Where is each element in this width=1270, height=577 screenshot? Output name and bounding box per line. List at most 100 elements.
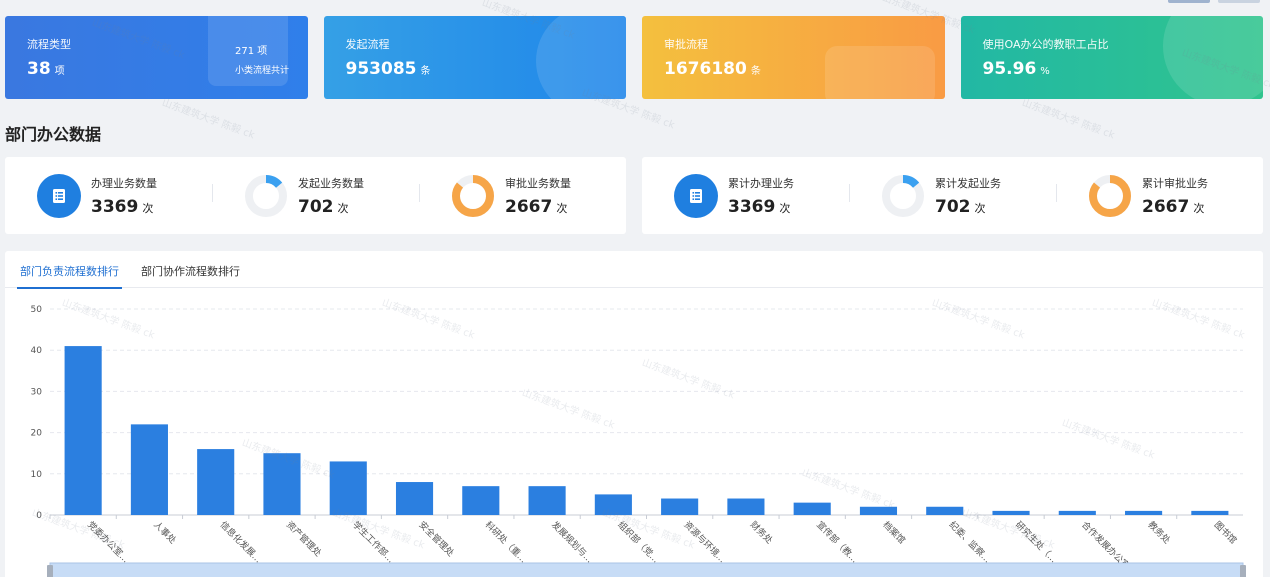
- x-tick-label: 信息化发展…: [218, 519, 265, 566]
- card-decoration: [1163, 16, 1263, 99]
- card-label: 使用OA办公的教职工占比: [982, 38, 1109, 51]
- card-label: 发起流程: [345, 38, 390, 51]
- card-value: 953085 条: [345, 59, 431, 79]
- x-tick-label: 组织部（党…: [615, 519, 662, 566]
- bar[interactable]: [1191, 510, 1229, 515]
- bar[interactable]: [661, 498, 699, 515]
- bar-chart: 0 10 20 30 40 50 党委办公室… 人事处 信息化发展… 资产管理处 学生工作部… 安全管…: [31, 305, 1246, 577]
- toolbar-button-edge[interactable]: [1168, 0, 1210, 3]
- card-value: 1676180 条: [664, 59, 761, 79]
- y-tick-label: 30: [31, 387, 43, 397]
- bar[interactable]: [395, 482, 434, 515]
- bar[interactable]: [793, 502, 831, 515]
- card-decoration: [536, 16, 626, 99]
- x-tick-label: 研究生处（…: [1013, 519, 1060, 566]
- bar[interactable]: [528, 486, 566, 515]
- stat-label: 累计发起业务: [935, 176, 1001, 190]
- donut-icon: [452, 174, 494, 217]
- card-label: 流程类型: [27, 38, 71, 51]
- bar[interactable]: [594, 494, 632, 515]
- zoom-slider-handle[interactable]: [1240, 565, 1246, 577]
- bar[interactable]: [727, 498, 765, 515]
- x-tick-label: 学生工作部…: [350, 519, 397, 566]
- stat-label: 累计审批业务: [1142, 176, 1208, 190]
- x-tick-label: 宣传部（教…: [814, 519, 861, 566]
- stat-label: 累计办理业务: [728, 176, 794, 190]
- card-side-value: 271 项: [235, 46, 268, 57]
- bar[interactable]: [462, 486, 500, 515]
- document-icon: [37, 173, 81, 218]
- top-toolbar-edge: [1168, 0, 1260, 3]
- stat-item: 办理业务数量 3369 次: [5, 173, 212, 218]
- stat-value: 3369 次: [728, 196, 791, 217]
- card-decoration: [207, 16, 288, 86]
- dept-stats-panel: 办理业务数量 3369 次 发起业务数量 702 次 审批业务数量 2667 次: [5, 157, 626, 234]
- x-tick-label: 人事处: [151, 519, 179, 547]
- stat-label: 办理业务数量: [91, 176, 157, 190]
- x-tick-label: 党委办公室…: [85, 519, 132, 566]
- bar[interactable]: [197, 449, 235, 515]
- stat-value: 702 次: [935, 196, 986, 217]
- zoom-slider[interactable]: [49, 562, 1244, 577]
- x-tick-label: 财务处: [748, 519, 776, 547]
- x-tick-label: 纪委、监察…: [947, 519, 994, 566]
- total-stats-panel: 累计办理业务 3369 次 累计发起业务 702 次 累计审批业务 2667 次: [642, 157, 1263, 234]
- card-value: 95.96%: [982, 59, 1050, 79]
- bar[interactable]: [263, 453, 301, 515]
- bar[interactable]: [130, 424, 168, 515]
- stat-item: 累计审批业务 2667 次: [1056, 174, 1263, 218]
- donut-icon: [1089, 174, 1131, 217]
- y-tick-label: 40: [31, 346, 43, 356]
- summary-cards: 流程类型 38 项 271 项 小类流程共计 发起流程 953085 条 审批流程 …: [5, 16, 1263, 99]
- stat-value: 702 次: [298, 196, 349, 217]
- card-side-label: 小类流程共计: [235, 66, 290, 76]
- stat-item: 累计发起业务 702 次: [849, 174, 1056, 218]
- bar[interactable]: [859, 506, 898, 515]
- stat-value: 3369 次: [91, 196, 154, 217]
- bar[interactable]: [64, 346, 102, 515]
- toolbar-button-edge[interactable]: [1218, 0, 1260, 3]
- y-tick-label: 10: [31, 470, 43, 480]
- bar[interactable]: [1058, 510, 1096, 515]
- watermark-text: 山东建筑大学 陈毅 ck: [1020, 97, 1116, 142]
- x-tick-label: 发展规划与…: [549, 519, 596, 566]
- ranking-tabs: 部门负责流程数排行 部门协作流程数排行: [5, 251, 1263, 289]
- card-process-types[interactable]: 流程类型 38 项 271 项 小类流程共计: [5, 16, 308, 99]
- tab-collaboration-ranking[interactable]: 部门协作流程数排行: [141, 265, 240, 278]
- stat-item: 审批业务数量 2667 次: [419, 174, 626, 218]
- card-value: 38 项: [27, 59, 65, 79]
- y-tick-label: 50: [31, 305, 43, 315]
- x-tick-label: 图书馆: [1212, 519, 1240, 547]
- stats-row: 办理业务数量 3369 次 发起业务数量 702 次 审批业务数量 2667 次 累计办理业务 3…: [5, 157, 1263, 234]
- stat-value: 2667 次: [505, 196, 568, 217]
- stat-item: 累计办理业务 3369 次: [642, 173, 849, 218]
- bar[interactable]: [1125, 510, 1163, 515]
- card-initiated-process[interactable]: 发起流程 953085 条: [323, 16, 626, 99]
- x-tick-label: 科研处（重…: [483, 519, 530, 566]
- x-tick-label: 资源与环境…: [682, 519, 729, 566]
- x-tick-label: 档案馆: [880, 519, 908, 547]
- tab-responsible-ranking[interactable]: 部门负责流程数排行: [17, 251, 122, 289]
- stat-label: 审批业务数量: [505, 176, 571, 190]
- x-tick-label: 资产管理处: [284, 519, 324, 559]
- bar[interactable]: [992, 510, 1030, 515]
- x-tick-label: 安全管理处: [416, 519, 456, 559]
- section-title: 部门办公数据: [5, 125, 102, 144]
- card-approval-process[interactable]: 审批流程 1676180 条: [642, 16, 945, 99]
- card-label: 审批流程: [664, 38, 708, 51]
- watermark-text: 山东建筑大学 陈毅 ck: [160, 97, 256, 142]
- document-icon: [674, 173, 718, 218]
- donut-icon: [245, 174, 287, 217]
- bar[interactable]: [329, 461, 367, 515]
- stat-item: 发起业务数量 702 次: [212, 174, 419, 218]
- bar[interactable]: [926, 506, 964, 515]
- stat-value: 2667 次: [1142, 196, 1205, 217]
- card-oa-usage-ratio[interactable]: 使用OA办公的教职工占比 95.96%: [960, 16, 1263, 99]
- stat-label: 发起业务数量: [298, 176, 364, 190]
- donut-icon: [882, 174, 924, 217]
- zoom-slider-handle[interactable]: [47, 565, 53, 577]
- y-tick-label: 20: [31, 429, 43, 439]
- x-tick-label: 教务处: [1145, 519, 1173, 547]
- ranking-chart-panel: 部门负责流程数排行 部门协作流程数排行 0 10 20 30 40 50 党委办公室… 人事处…: [5, 251, 1263, 577]
- card-decoration: [824, 46, 935, 99]
